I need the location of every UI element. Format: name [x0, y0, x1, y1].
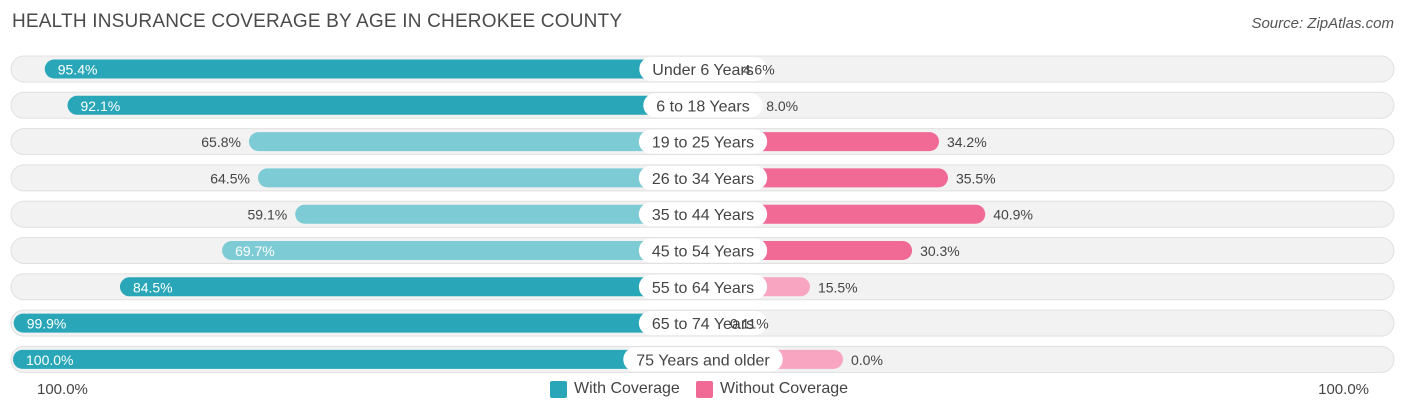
category-pill — [638, 202, 768, 227]
value-label-with-coverage: 99.9% — [27, 316, 67, 332]
bar-with-coverage — [295, 204, 703, 224]
category-pill — [638, 274, 768, 299]
category-pill — [638, 311, 768, 336]
category-label: 65 to 74 Years — [652, 316, 754, 333]
value-label-with-coverage: 69.7% — [235, 243, 275, 259]
value-label-without-coverage: 35.5% — [956, 170, 996, 186]
category-label: 35 to 44 Years — [652, 207, 754, 224]
axis-right-label: 100.0% — [1318, 381, 1369, 398]
category-label: 6 to 18 Years — [656, 98, 749, 115]
value-label-without-coverage: 8.0% — [766, 98, 798, 114]
bar-without-coverage — [703, 204, 986, 224]
category-pill — [623, 347, 783, 372]
category-label: 75 Years and older — [636, 352, 770, 369]
value-label-without-coverage: 4.6% — [743, 62, 775, 78]
value-label-with-coverage: 65.8% — [201, 134, 241, 150]
bar-with-coverage — [248, 132, 704, 152]
value-label-with-coverage: 59.1% — [248, 207, 288, 223]
category-pill — [643, 93, 763, 118]
value-label-without-coverage: 40.9% — [993, 207, 1033, 223]
category-label: 55 to 64 Years — [652, 280, 754, 297]
category-label: 45 to 54 Years — [652, 244, 754, 261]
bar-with-coverage — [13, 313, 703, 333]
category-pill — [638, 129, 768, 154]
legend-label-with-coverage: With Coverage — [574, 380, 680, 397]
value-label-with-coverage: 92.1% — [81, 98, 121, 114]
chart-title: HEALTH INSURANCE COVERAGE BY AGE IN CHER… — [12, 11, 623, 32]
chart-legend: With Coverage Without Coverage — [0, 380, 1406, 400]
value-label-without-coverage: 30.3% — [920, 243, 960, 259]
axis-left-label: 100.0% — [37, 381, 88, 398]
category-label: 26 to 34 Years — [652, 171, 754, 188]
category-label: Under 6 Years — [652, 62, 753, 79]
bar-with-coverage — [257, 168, 703, 188]
bar-with-coverage — [119, 277, 703, 297]
value-label-without-coverage: 34.2% — [947, 134, 987, 150]
value-label-with-coverage: 95.4% — [58, 62, 98, 78]
value-label-without-coverage: 0.11% — [730, 316, 769, 332]
legend-item-with-coverage: With Coverage — [550, 380, 680, 398]
category-pill — [638, 238, 768, 263]
value-label-without-coverage: 0.0% — [851, 352, 883, 368]
legend-swatch-with-coverage — [550, 380, 567, 398]
category-pill — [639, 57, 767, 81]
value-label-without-coverage: 15.5% — [818, 279, 858, 295]
bar-with-coverage — [44, 59, 704, 79]
chart-source: Source: ZipAtlas.com — [1251, 15, 1394, 32]
category-pill — [638, 165, 768, 190]
value-label-with-coverage: 100.0% — [26, 352, 73, 368]
value-label-with-coverage: 64.5% — [210, 170, 250, 186]
legend-item-without-coverage: Without Coverage — [696, 380, 848, 398]
legend-label-without-coverage: Without Coverage — [720, 380, 849, 397]
bar-with-coverage — [67, 95, 703, 115]
category-label: 19 to 25 Years — [652, 135, 754, 152]
bar-with-coverage — [13, 349, 703, 369]
bar-with-coverage — [222, 241, 703, 260]
legend-swatch-without-coverage — [696, 380, 713, 398]
value-label-with-coverage: 84.5% — [133, 279, 173, 295]
